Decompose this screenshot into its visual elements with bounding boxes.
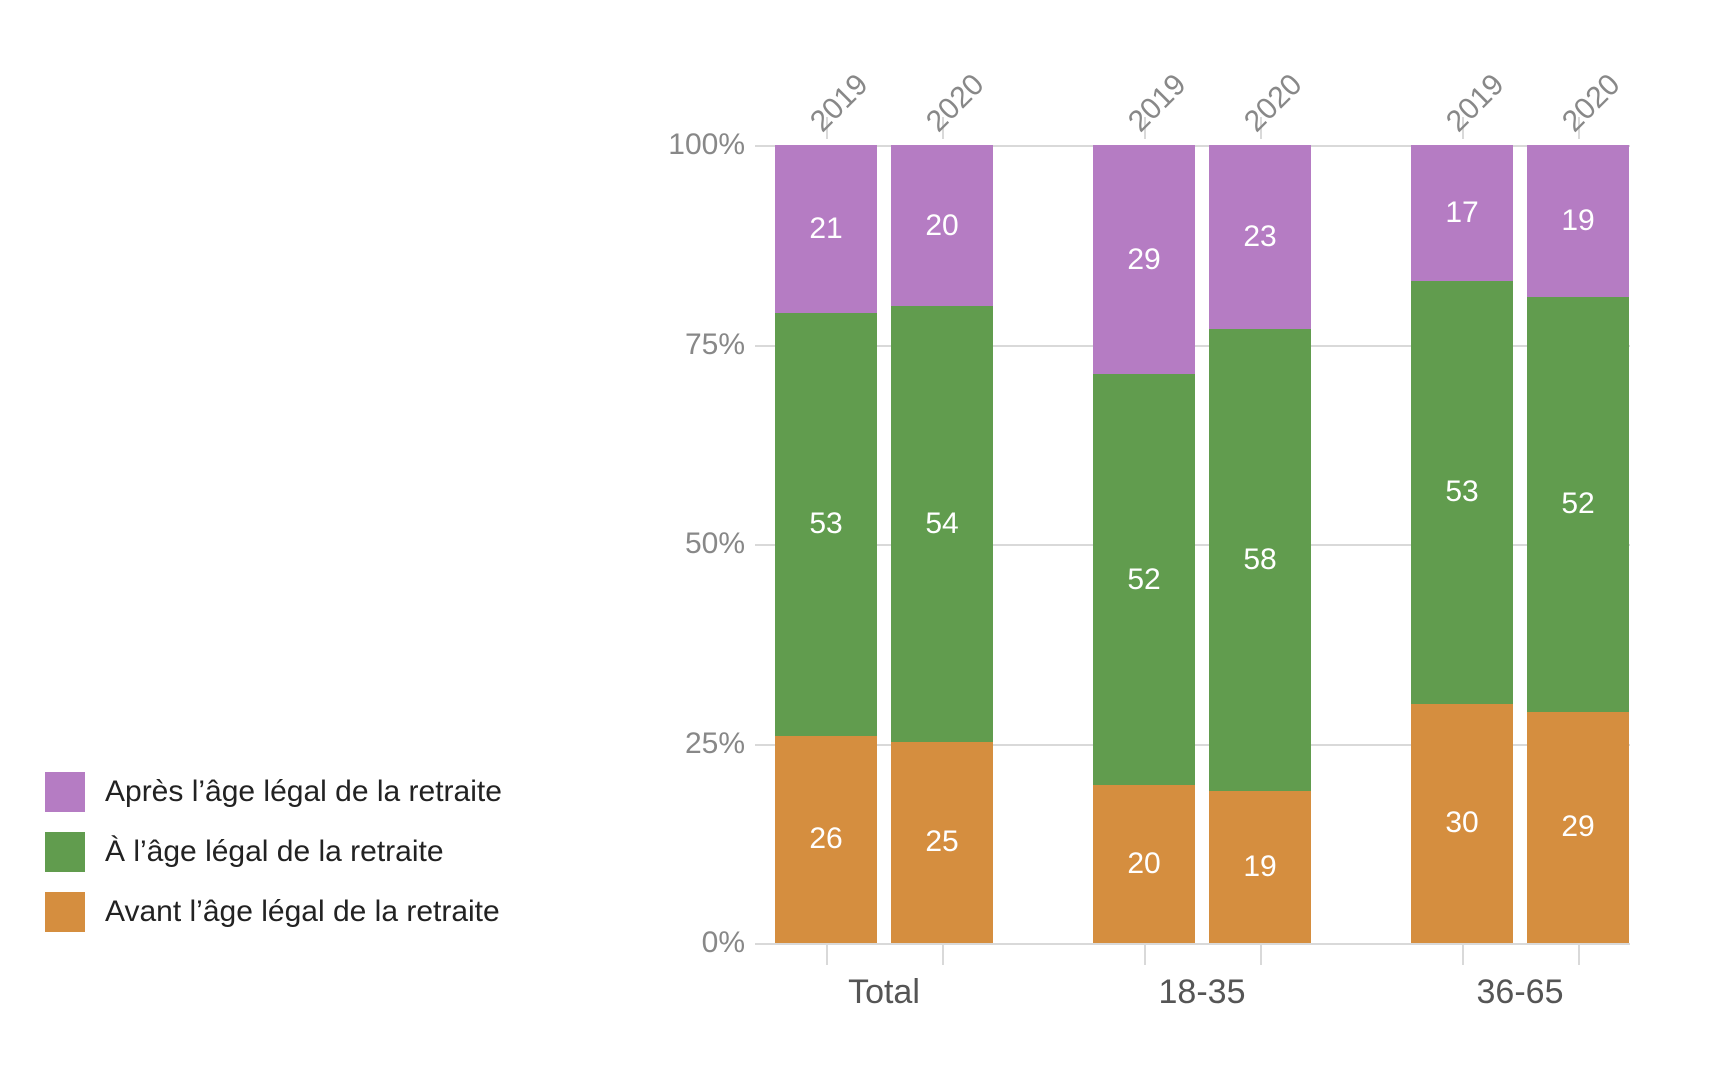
year-label: 2019 — [804, 68, 875, 139]
stacked-bar: 20 52 29 — [1093, 145, 1195, 943]
stacked-bar: 26 53 21 — [775, 145, 877, 943]
bar-segment-after: 19 — [1527, 145, 1629, 297]
y-axis-tick-label: 75% — [625, 328, 745, 362]
legend-label-before: Avant l’âge légal de la retraite — [105, 895, 500, 929]
bottom-tick — [1144, 943, 1146, 965]
year-label: 2019 — [1440, 68, 1511, 139]
y-axis-tick-label: 0% — [625, 926, 745, 960]
legend-item-at: À l’âge légal de la retraite — [45, 822, 502, 882]
bar-segment-value: 20 — [1127, 847, 1160, 881]
bottom-tick — [1462, 943, 1464, 965]
gridline — [755, 943, 1630, 945]
bar-segment-value: 54 — [925, 507, 958, 541]
year-label: 2020 — [1556, 68, 1627, 139]
y-axis-tick-label: 25% — [625, 727, 745, 761]
bar-segment-value: 52 — [1127, 563, 1160, 597]
bar-segment-before: 20 — [1093, 785, 1195, 943]
stacked-bar: 25 54 20 — [891, 145, 993, 943]
bar-segment-value: 52 — [1561, 487, 1594, 521]
bar-segment-at: 58 — [1209, 329, 1311, 792]
bar-segment-value: 53 — [1445, 475, 1478, 509]
legend-swatch-after — [45, 772, 85, 812]
bar-segment-value: 23 — [1243, 220, 1276, 254]
bar-segment-after: 20 — [891, 145, 993, 306]
x-axis-group-label: 36-65 — [1420, 973, 1620, 1012]
bar-segment-after: 17 — [1411, 145, 1513, 281]
bar-segment-value: 58 — [1243, 543, 1276, 577]
bottom-tick — [1578, 943, 1580, 965]
x-axis-group-label: 18-35 — [1102, 973, 1302, 1012]
bar-segment-at: 52 — [1093, 374, 1195, 785]
legend-label-at: À l’âge légal de la retraite — [105, 835, 444, 869]
bar-segment-value: 29 — [1561, 810, 1594, 844]
bar-segment-before: 26 — [775, 736, 877, 943]
bar-segment-value: 25 — [925, 825, 958, 859]
bar-segment-before: 30 — [1411, 704, 1513, 943]
stacked-bar: 29 52 19 — [1527, 145, 1629, 943]
legend-item-before: Avant l’âge légal de la retraite — [45, 882, 502, 942]
year-label: 2020 — [1238, 68, 1309, 139]
bar-segment-value: 30 — [1445, 806, 1478, 840]
bar-segment-value: 29 — [1127, 243, 1160, 277]
bar-segment-at: 54 — [891, 306, 993, 741]
bar-segment-before: 19 — [1209, 791, 1311, 943]
chart-plot-area: 0%25%50%75%100%265321255420Total20192020… — [760, 145, 1625, 943]
bar-segment-after: 21 — [775, 145, 877, 313]
legend-item-after: Après l’âge légal de la retraite — [45, 762, 502, 822]
bar-segment-value: 20 — [925, 209, 958, 243]
legend: Après l’âge légal de la retraite À l’âge… — [45, 762, 502, 942]
bar-segment-after: 23 — [1209, 145, 1311, 329]
bar-segment-at: 53 — [1411, 281, 1513, 704]
bar-segment-value: 17 — [1445, 196, 1478, 230]
year-label: 2019 — [1122, 68, 1193, 139]
bar-segment-at: 52 — [1527, 297, 1629, 712]
bar-group: 20 52 29 19 58 23 — [1093, 145, 1311, 943]
bar-group: 26 53 21 25 54 20 — [775, 145, 993, 943]
year-label: 2020 — [920, 68, 991, 139]
legend-label-after: Après l’âge légal de la retraite — [105, 775, 502, 809]
bar-segment-value: 53 — [809, 507, 842, 541]
stacked-bar: 19 58 23 — [1209, 145, 1311, 943]
legend-swatch-before — [45, 892, 85, 932]
bottom-tick — [942, 943, 944, 965]
bar-segment-at: 53 — [775, 313, 877, 736]
bottom-tick — [826, 943, 828, 965]
bar-segment-value: 26 — [809, 822, 842, 856]
bar-segment-value: 19 — [1243, 850, 1276, 884]
x-axis-group-label: Total — [784, 973, 984, 1012]
y-axis-tick-label: 100% — [625, 128, 745, 162]
bottom-tick — [1260, 943, 1262, 965]
stacked-bar: 30 53 17 — [1411, 145, 1513, 943]
bar-group: 30 53 17 29 52 19 — [1411, 145, 1629, 943]
y-axis-tick-label: 50% — [625, 527, 745, 561]
bar-segment-value: 19 — [1561, 204, 1594, 238]
bar-segment-after: 29 — [1093, 145, 1195, 374]
bar-segment-before: 25 — [891, 742, 993, 944]
legend-swatch-at — [45, 832, 85, 872]
bar-segment-before: 29 — [1527, 712, 1629, 943]
bar-segment-value: 21 — [809, 212, 842, 246]
